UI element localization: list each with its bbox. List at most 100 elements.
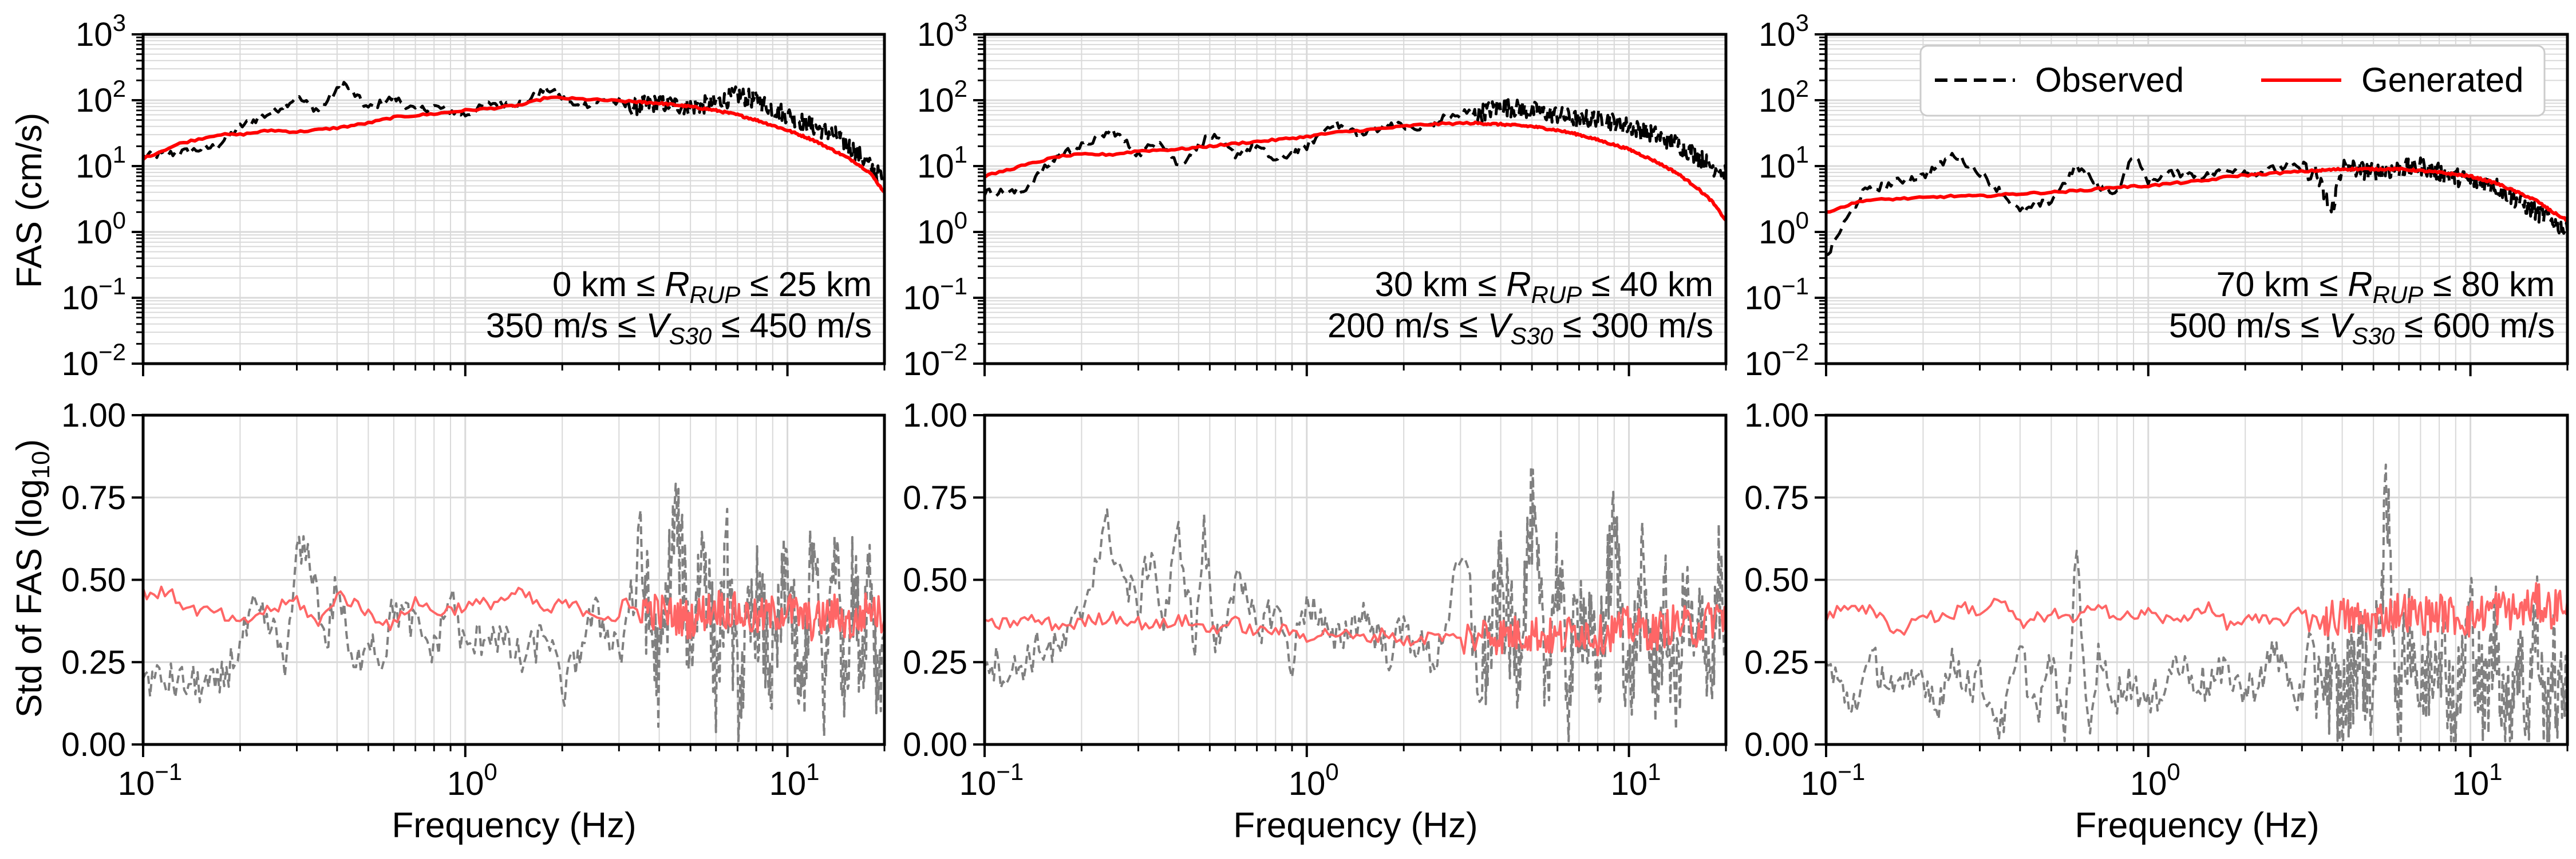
y-tick-label-exponent: 2: [1796, 75, 1809, 102]
y-tick-label: 10−2: [62, 338, 126, 383]
annotation-line-2: 350 m/s ≤ VS30 ≤ 450 m/s: [486, 306, 872, 349]
y-tick-label-base: 10: [1745, 345, 1782, 383]
x-tick-label-base: 10: [959, 765, 997, 802]
y-tick-label-base: 10: [62, 345, 99, 383]
plot-area: [1826, 463, 2567, 743]
y-tick-label: 0.25: [1744, 644, 1809, 681]
generated-series-line: [1826, 166, 2567, 222]
y-axis-label-bottom: Std of FAS (log10): [10, 439, 55, 718]
y-tick-label: 1.00: [61, 397, 126, 434]
annotation-variable: R: [665, 265, 689, 304]
plot-area: [985, 464, 1726, 743]
x-tick-label: 10−1: [118, 758, 182, 802]
y-tick-label: 0.50: [1744, 562, 1809, 599]
x-tick-label-exponent: −1: [155, 758, 182, 785]
y-tick-label-exponent: −2: [98, 338, 126, 365]
y-tick-label-base: 10: [917, 148, 954, 185]
x-tick-label: 101: [769, 758, 820, 802]
y-tick-label: 100: [917, 207, 967, 251]
y-tick-label: 10−2: [1745, 338, 1809, 383]
y-tick-label-base: 10: [62, 279, 99, 317]
y-tick-label: 1.00: [1744, 397, 1809, 434]
annotation-lower-bound: 70 km ≤: [2217, 265, 2348, 304]
annotation-lower-bound: 0 km ≤: [552, 265, 665, 304]
annotation-upper-bound: ≤ 40 km: [1582, 265, 1713, 304]
x-tick-label-exponent: −1: [1838, 758, 1865, 785]
x-tick-label: 100: [1289, 758, 1339, 802]
annotation-lower-bound: 30 km ≤: [1375, 265, 1507, 304]
annotation-lower-bound: 500 m/s ≤: [2169, 306, 2329, 345]
y-axis-label-top: FAS (cm/s): [10, 113, 49, 289]
y-tick-label: 0.25: [903, 644, 967, 681]
y-axis-label-bottom-prefix: Std of FAS (log: [10, 479, 49, 718]
observed-series-line: [1826, 152, 2567, 257]
y-tick-label: 102: [76, 75, 126, 119]
observed-series-line: [143, 81, 884, 184]
y-tick-label-base: 10: [903, 345, 941, 383]
y-tick-label-base: 10: [917, 16, 954, 53]
annotation-subscript: S30: [669, 322, 712, 349]
y-tick-label: 0.00: [903, 726, 967, 763]
annotation-upper-bound: ≤ 25 km: [740, 265, 872, 304]
panel-frame: [1824, 413, 2569, 746]
x-axis-label-left: Frequency (Hz): [392, 806, 636, 845]
x-axis-label-middle: Frequency (Hz): [1233, 806, 1477, 845]
y-tick-label-exponent: 1: [1796, 141, 1809, 168]
y-axis-label-bottom-suffix: ): [10, 439, 49, 451]
y-tick-label: 102: [1759, 75, 1809, 119]
y-tick-label-base: 10: [76, 148, 113, 185]
y-tick-label-exponent: 2: [113, 75, 126, 102]
x-tick-label-exponent: 1: [1647, 758, 1661, 785]
y-tick-label-exponent: 1: [954, 141, 967, 168]
x-tick-label: 101: [2452, 758, 2503, 802]
generated-series-line: [985, 602, 1726, 657]
y-tick-label: 0.75: [61, 479, 126, 517]
annotation-variable: V: [2329, 306, 2355, 345]
plot-area: [985, 98, 1726, 222]
annotation-subscript: S30: [2352, 322, 2395, 349]
plot-area: [1826, 152, 2567, 257]
plot-area: [143, 81, 884, 194]
annotation-subscript: RUP: [690, 281, 741, 308]
y-tick-label: 103: [1759, 9, 1809, 53]
y-tick-label: 0.50: [61, 562, 126, 599]
y-tick-label-base: 10: [1745, 279, 1782, 317]
x-tick-label-base: 10: [2130, 765, 2167, 802]
panel-frame: [141, 413, 886, 746]
y-tick-label-exponent: −2: [940, 338, 967, 365]
y-tick-label: 100: [76, 207, 126, 251]
panel-frame: [1824, 33, 2569, 365]
y-tick-label-exponent: −2: [1781, 338, 1809, 365]
generated-series-line: [143, 585, 884, 642]
y-tick-label-exponent: −1: [1781, 273, 1809, 300]
annotation-line-1: 30 km ≤ RRUP ≤ 40 km: [1375, 265, 1713, 308]
annotation-variable: R: [1506, 265, 1531, 304]
x-tick-label-exponent: 0: [2167, 758, 2180, 785]
y-tick-label-base: 10: [1759, 16, 1796, 53]
plot-area: [143, 482, 884, 743]
generated-series-line: [985, 120, 1726, 222]
annotation-line-1: 0 km ≤ RRUP ≤ 25 km: [552, 265, 872, 308]
y-tick-label: 103: [76, 9, 126, 53]
x-tick-label-exponent: 1: [806, 758, 819, 785]
x-tick-label-base: 10: [1611, 765, 1648, 802]
y-tick-label-base: 10: [903, 279, 941, 317]
observed-series-line: [1826, 463, 2567, 743]
y-tick-label: 0.75: [903, 479, 967, 517]
x-tick-label-base: 10: [447, 765, 484, 802]
y-tick-label: 0.25: [61, 644, 126, 681]
y-tick-label-exponent: 3: [1796, 9, 1809, 36]
y-tick-label-base: 10: [917, 214, 954, 251]
y-tick-label-exponent: −1: [98, 273, 126, 300]
y-tick-label: 10−1: [62, 273, 126, 317]
y-tick-label: 103: [917, 9, 967, 53]
annotation-lower-bound: 200 m/s ≤: [1327, 306, 1488, 345]
panel-frame: [983, 413, 1728, 746]
y-tick-label-base: 10: [1759, 148, 1796, 185]
annotation-line-2: 200 m/s ≤ VS30 ≤ 300 m/s: [1327, 306, 1713, 349]
x-tick-label-exponent: 0: [484, 758, 497, 785]
